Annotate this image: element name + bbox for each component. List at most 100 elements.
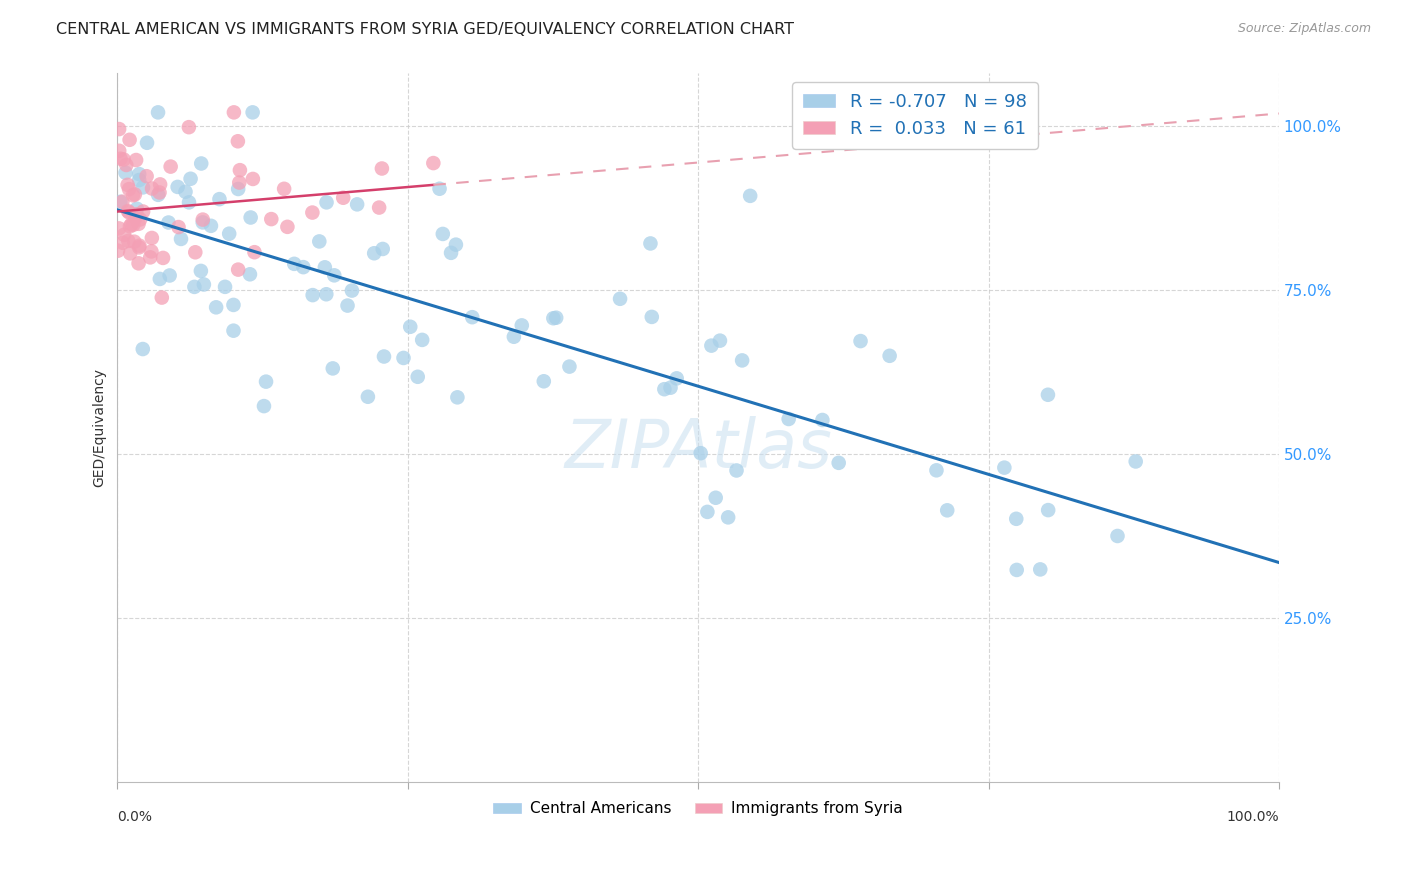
Point [128,240,150,254]
Point [283,257,305,271]
Point [446,390,468,404]
Point [315,195,337,210]
Point [849,334,872,348]
Point [332,191,354,205]
Point [191,215,214,229]
Point [363,246,385,260]
Point [533,374,555,388]
Point [222,324,245,338]
Point [315,287,337,301]
Point [301,288,323,302]
Point [117,178,139,192]
Point [406,369,429,384]
Point [399,319,422,334]
Point [411,333,433,347]
Point [167,220,190,235]
Point [157,215,180,229]
Point [640,236,662,251]
Point [371,242,394,256]
Point [228,176,250,190]
Point [546,310,568,325]
Point [709,334,731,348]
Point [226,262,249,277]
Point [141,244,163,259]
Point [700,338,723,352]
Point [253,399,276,413]
Point [740,189,762,203]
Point [543,311,565,326]
Point [322,361,344,376]
Point [510,318,533,333]
Text: CENTRAL AMERICAN VS IMMIGRANTS FROM SYRIA GED/EQUIVALENCY CORRELATION CHART: CENTRAL AMERICAN VS IMMIGRANTS FROM SYRI… [56,22,794,37]
Point [422,156,444,170]
Point [260,212,283,227]
Point [1036,503,1059,517]
Point [200,219,222,233]
Point [440,245,463,260]
Point [229,163,252,178]
Point [115,158,138,172]
Point [314,260,336,275]
Point [654,382,676,396]
Point [174,185,197,199]
Point [124,211,146,225]
Point [208,192,231,206]
Point [170,232,193,246]
Point [132,342,155,356]
Point [122,188,145,202]
Point [340,284,363,298]
Point [392,351,415,365]
Point [166,180,188,194]
Point [125,207,148,221]
Point [120,218,142,232]
Point [432,227,454,241]
Point [190,156,212,170]
Point [146,105,169,120]
Point [558,359,581,374]
Point [114,166,136,180]
Point [936,503,959,517]
Point [149,272,172,286]
Point [110,194,132,209]
Point [118,219,141,234]
Y-axis label: GED/Equivalency: GED/Equivalency [93,368,107,487]
Point [368,201,391,215]
Point [731,353,754,368]
Point [129,212,152,227]
Point [811,413,834,427]
Point [150,291,173,305]
Point [177,120,200,135]
Point [124,187,146,202]
Point [128,173,150,187]
Point [1005,563,1028,577]
Point [239,267,262,281]
Point [336,299,359,313]
Point [993,460,1015,475]
Point [107,244,129,258]
Point [218,227,240,241]
Point [1036,388,1059,402]
Point [183,280,205,294]
Point [609,292,631,306]
Point [125,202,148,216]
Point [346,197,368,211]
Point [696,505,718,519]
Point [239,211,262,225]
Point [141,231,163,245]
Point [925,463,948,477]
Point [659,381,682,395]
Point [689,446,711,460]
Point [429,182,451,196]
Point [108,221,131,235]
Point [146,187,169,202]
Point [502,330,524,344]
Point [125,153,148,167]
Text: 100.0%: 100.0% [1226,810,1279,824]
Legend: Central Americans, Immigrants from Syria: Central Americans, Immigrants from Syria [486,794,911,824]
Point [152,251,174,265]
Point [242,105,264,120]
Point [108,122,131,136]
Point [108,144,131,158]
Point [141,181,163,195]
Point [136,136,159,150]
